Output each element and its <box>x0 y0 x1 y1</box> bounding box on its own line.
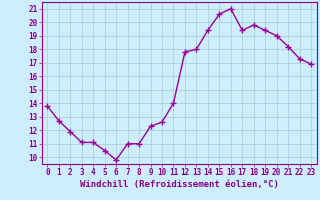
X-axis label: Windchill (Refroidissement éolien,°C): Windchill (Refroidissement éolien,°C) <box>80 180 279 189</box>
